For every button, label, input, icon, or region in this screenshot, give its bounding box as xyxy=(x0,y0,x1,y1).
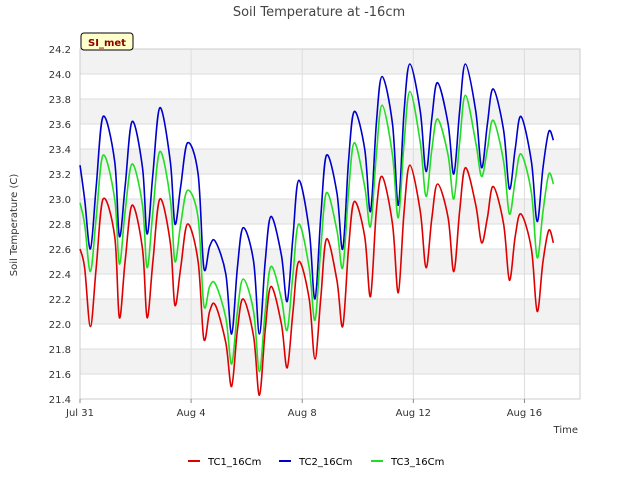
series-line-tc3-16cm xyxy=(79,90,555,373)
y-tick-label: 21.8 xyxy=(49,345,71,356)
legend-label: TC3_16Cm xyxy=(390,457,444,468)
y-tick-label: 23.0 xyxy=(49,195,71,206)
y-tick-label: 23.2 xyxy=(49,170,71,181)
y-tick-label: 24.0 xyxy=(49,70,71,81)
plot-band xyxy=(80,324,580,349)
x-axis-label: Time xyxy=(553,425,578,436)
y-tick-label: 24.2 xyxy=(49,45,71,56)
x-tick-label: Aug 16 xyxy=(507,408,542,419)
y-tick-label: 23.6 xyxy=(49,120,71,131)
series-line-tc2-16cm xyxy=(79,63,555,335)
series-lines xyxy=(79,63,555,397)
y-tick-label: 22.8 xyxy=(49,220,71,231)
x-axis-ticks: Jul 31 Aug 4 Aug 8 Aug 12 Aug 16 xyxy=(65,399,542,419)
y-tick-label: 21.4 xyxy=(49,395,71,406)
si-met-badge-box xyxy=(80,32,134,51)
plot-band xyxy=(80,274,580,299)
x-tick-label: Aug 12 xyxy=(396,408,431,419)
si-met-badge: SI_met xyxy=(80,32,134,51)
plot-band xyxy=(80,349,580,374)
plot-band xyxy=(80,299,580,324)
y-axis-label: Soil Temperature (C) xyxy=(9,174,20,277)
y-tick-label: 22.0 xyxy=(49,320,71,331)
y-tick-label: 21.6 xyxy=(49,370,71,381)
legend-label: TC2_16Cm xyxy=(298,457,352,468)
y-tick-label: 22.2 xyxy=(49,295,71,306)
si-met-badge-label: SI_met xyxy=(88,38,126,49)
y-axis-ticks: 21.4 21.6 21.8 22.0 22.2 22.4 22.6 22.8 23.0 23.2… xyxy=(49,45,71,406)
x-tick-label: Jul 31 xyxy=(65,408,94,419)
x-tick-label: Aug 8 xyxy=(288,408,317,419)
y-tick-label: 22.6 xyxy=(49,245,71,256)
x-tick-label: Aug 4 xyxy=(177,408,206,419)
legend-label: TC1_16Cm xyxy=(207,457,261,468)
plot-band xyxy=(80,49,580,74)
plot-band xyxy=(80,99,580,124)
series-line-tc1-16cm xyxy=(79,164,555,397)
plot-band xyxy=(80,249,580,274)
plot-frame xyxy=(79,48,581,400)
legend: TC1_16Cm TC2_16Cm TC3_16Cm xyxy=(188,457,444,468)
plot-band xyxy=(80,199,580,224)
y-tick-label: 23.8 xyxy=(49,95,71,106)
plot-band xyxy=(80,374,580,399)
y-tick-label: 23.4 xyxy=(49,145,71,156)
chart-title: Soil Temperature at -16cm xyxy=(233,5,405,20)
y-tick-label: 22.4 xyxy=(49,270,71,281)
plot-band xyxy=(80,74,580,99)
